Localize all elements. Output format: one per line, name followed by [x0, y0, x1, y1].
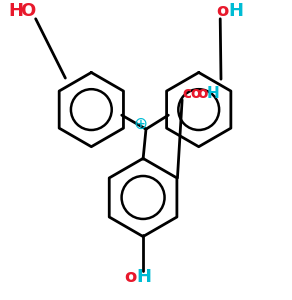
Text: H: H: [206, 86, 219, 101]
Text: H: H: [136, 268, 151, 286]
Text: o: o: [124, 268, 137, 286]
Text: o: o: [190, 86, 200, 101]
Text: o: o: [198, 86, 208, 101]
Text: o: o: [216, 2, 229, 20]
Text: c: c: [182, 86, 191, 101]
Text: H: H: [8, 2, 23, 20]
Text: ⊕: ⊕: [133, 115, 147, 133]
Text: O: O: [20, 2, 35, 20]
Text: H: H: [228, 2, 243, 20]
